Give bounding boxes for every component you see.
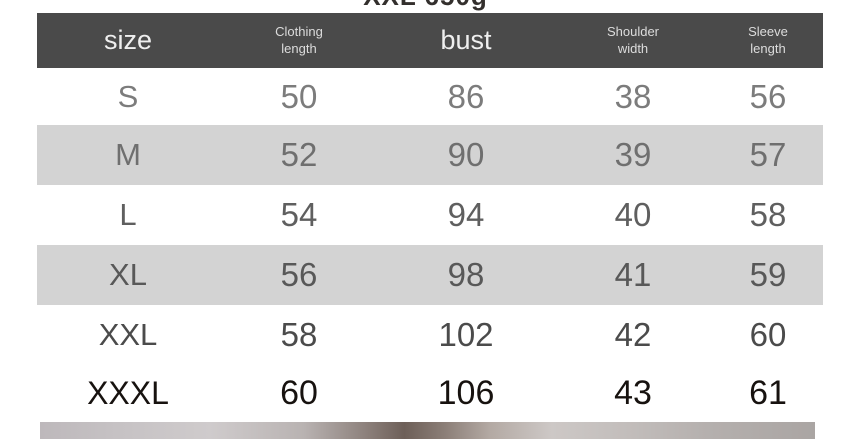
table-row: XL 56 98 41 59 xyxy=(37,245,823,305)
cell-bust: 94 xyxy=(379,185,553,245)
table-row: XXL 58 102 42 60 xyxy=(37,305,823,365)
table-row: S 50 86 38 56 xyxy=(37,68,823,125)
cell-size: M xyxy=(37,125,219,185)
column-header-shoulder-width: Shoulder width xyxy=(553,13,713,68)
cell-clothing-length: 52 xyxy=(219,125,379,185)
table-row: XXXL 60 106 43 61 xyxy=(37,365,823,422)
table-row: M 52 90 39 57 xyxy=(37,125,823,185)
column-header-clothing-length-line2: length xyxy=(281,40,317,56)
cell-size: XXL xyxy=(37,305,219,365)
cell-shoulder-width: 38 xyxy=(553,68,713,125)
cell-size: XXXL xyxy=(37,365,219,422)
product-photo-strip xyxy=(40,422,815,439)
cell-clothing-length: 54 xyxy=(219,185,379,245)
column-header-shoulder-width-line2: width xyxy=(617,40,649,56)
product-title: XXL 650g xyxy=(0,0,851,11)
column-header-clothing-length-line1: Clothing xyxy=(275,24,323,40)
cell-size: XL xyxy=(37,245,219,305)
cell-bust: 98 xyxy=(379,245,553,305)
table-row: L 54 94 40 58 xyxy=(37,185,823,245)
cell-sleeve-length: 60 xyxy=(713,305,823,365)
cell-sleeve-length: 59 xyxy=(713,245,823,305)
cell-clothing-length: 60 xyxy=(219,365,379,422)
column-header-sleeve-length-line1: Sleeve xyxy=(748,24,788,40)
cell-clothing-length: 58 xyxy=(219,305,379,365)
cell-clothing-length: 56 xyxy=(219,245,379,305)
cell-shoulder-width: 39 xyxy=(553,125,713,185)
column-header-bust: bust xyxy=(440,25,492,55)
cell-shoulder-width: 40 xyxy=(553,185,713,245)
cell-bust: 102 xyxy=(379,305,553,365)
cell-sleeve-length: 56 xyxy=(713,68,823,125)
column-header-shoulder-width-line1: Shoulder xyxy=(606,24,660,40)
cell-shoulder-width: 41 xyxy=(553,245,713,305)
cell-size: L xyxy=(37,185,219,245)
cell-shoulder-width: 43 xyxy=(553,365,713,422)
cell-sleeve-length: 61 xyxy=(713,365,823,422)
product-title-clipped: XXL 650g xyxy=(0,0,851,11)
column-header-size: size xyxy=(103,25,152,55)
cell-sleeve-length: 58 xyxy=(713,185,823,245)
cell-bust: 106 xyxy=(379,365,553,422)
cell-size: S xyxy=(37,68,219,125)
column-header-sleeve-length: Sleeve length xyxy=(713,13,823,68)
header-row: size Clothing length bust Shoulder width… xyxy=(37,13,823,68)
cell-sleeve-length: 57 xyxy=(713,125,823,185)
cell-bust: 86 xyxy=(379,68,553,125)
cell-clothing-length: 50 xyxy=(219,68,379,125)
column-header-sleeve-length-line2: length xyxy=(750,40,786,56)
cell-shoulder-width: 42 xyxy=(553,305,713,365)
table-body: S 50 86 38 56 M 52 90 39 57 L 54 94 40 5… xyxy=(37,68,823,422)
table-header: size Clothing length bust Shoulder width… xyxy=(37,13,823,68)
column-header-clothing-length: Clothing length xyxy=(219,13,379,68)
cell-bust: 90 xyxy=(379,125,553,185)
size-chart-table: size Clothing length bust Shoulder width… xyxy=(37,13,823,422)
